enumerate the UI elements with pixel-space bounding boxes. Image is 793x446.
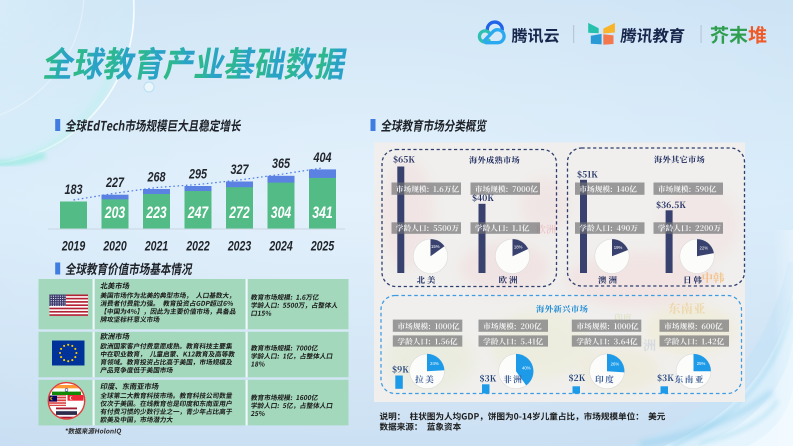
svg-text:2025: 2025	[310, 238, 335, 254]
svg-text:2024: 2024	[268, 238, 292, 254]
svg-text:272: 272	[228, 204, 250, 222]
svg-text:183: 183	[64, 182, 82, 197]
svg-text:22%: 22%	[699, 246, 708, 251]
svg-text:18%: 18%	[514, 245, 523, 250]
svg-text:295: 295	[188, 166, 207, 181]
svg-text:25%: 25%	[697, 361, 706, 366]
svg-text:26%: 26%	[611, 361, 620, 366]
svg-text:2023: 2023	[227, 238, 251, 254]
svg-text:268: 268	[147, 169, 166, 184]
svg-text:227: 227	[105, 175, 125, 190]
svg-text:2022: 2022	[185, 238, 209, 254]
svg-text:15%: 15%	[431, 244, 440, 249]
svg-text:327: 327	[230, 162, 249, 177]
svg-text:24%: 24%	[430, 361, 439, 366]
svg-text:2021: 2021	[144, 238, 168, 254]
svg-text:404: 404	[313, 150, 332, 165]
svg-text:2019: 2019	[61, 238, 85, 254]
svg-text:304: 304	[271, 204, 291, 222]
svg-text:19%: 19%	[614, 245, 623, 250]
svg-text:247: 247	[187, 204, 209, 222]
svg-text:365: 365	[272, 156, 290, 171]
svg-text:2020: 2020	[102, 238, 126, 254]
svg-text:223: 223	[145, 204, 167, 222]
svg-text:341: 341	[312, 204, 332, 222]
svg-text:40%: 40%	[522, 365, 531, 370]
svg-text:203: 203	[104, 204, 126, 222]
